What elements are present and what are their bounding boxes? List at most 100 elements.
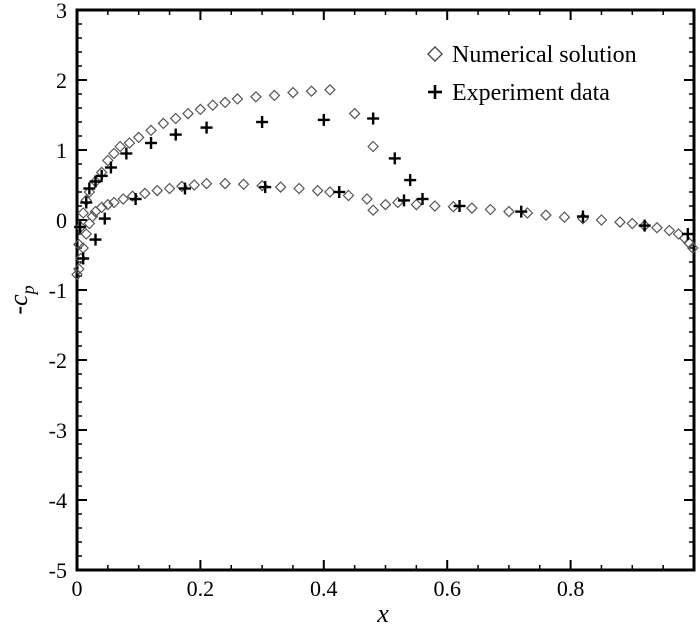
experiment-point [317, 113, 330, 126]
numerical-point [169, 112, 182, 125]
numerical-point [293, 182, 305, 195]
numerical-point [361, 193, 373, 205]
numerical-point [219, 177, 231, 190]
y-axis-title: -cp [4, 285, 38, 314]
numerical-point [182, 107, 194, 120]
numerical-point [108, 147, 120, 160]
numerical-point [102, 154, 114, 167]
numerical-point [80, 228, 93, 240]
numerical-point [348, 107, 361, 120]
numerical-point [157, 117, 170, 130]
numerical-point [73, 238, 85, 251]
experiment-point [178, 182, 191, 195]
numerical-point [95, 201, 108, 214]
experiment-point [404, 174, 417, 187]
y-tick-label: 3 [56, 0, 67, 23]
y-tick-label: 0 [56, 208, 67, 233]
numerical-point [311, 184, 324, 197]
y-tick-label: -2 [49, 348, 67, 373]
numerical-point [83, 186, 96, 198]
numerical-point [626, 217, 639, 230]
numerical-point [367, 140, 380, 153]
numerical-point [379, 198, 392, 211]
experiment-point [453, 200, 466, 212]
y-tick-label: -4 [49, 488, 67, 513]
y-tick-label: 2 [56, 68, 67, 93]
y-axis-title-main: -c [4, 294, 33, 315]
legend-label-experiment: Experiment data [452, 80, 610, 106]
y-axis: -5 -4 -3 -2 -1 0 1 2 3 [49, 0, 694, 583]
experiment-point [89, 175, 102, 188]
numerical-point [219, 96, 231, 109]
numerical-point [305, 85, 318, 98]
numerical-point [342, 189, 355, 202]
numerical-point [651, 221, 663, 234]
experiment-point [80, 196, 93, 209]
experiment-point [89, 233, 102, 246]
svg-text:-cp: -cp [4, 285, 38, 314]
y-tick-label: -3 [49, 418, 67, 443]
numerical-point [429, 200, 441, 212]
numerical-point [145, 124, 157, 137]
numerical-point [686, 242, 699, 254]
numerical-point [410, 198, 423, 211]
numerical-point [324, 186, 336, 198]
numerical-point [77, 207, 90, 219]
numerical-point [558, 211, 571, 224]
experiment-point [256, 116, 269, 128]
experiment-point [333, 186, 346, 198]
numerical-point [114, 140, 127, 153]
numerical-point [274, 181, 287, 193]
legend-marker-numerical [427, 46, 443, 62]
experiment-point [259, 181, 272, 194]
x-tick-label: 0.4 [310, 576, 338, 601]
numerical-point [683, 237, 695, 249]
x-tick-label: 0 [72, 576, 83, 601]
numerical-point [503, 205, 515, 218]
numerical-point [466, 202, 478, 214]
numerical-point [663, 224, 676, 237]
numerical-point [151, 184, 164, 197]
experiment-point [200, 121, 213, 134]
numerical-point [672, 228, 685, 240]
experiment-point [638, 219, 651, 232]
experiment-point [120, 147, 133, 160]
numerical-point [108, 196, 120, 209]
plot-area [71, 83, 699, 281]
experiment-point [681, 228, 694, 240]
experiment-point [388, 152, 401, 165]
y-axis-title-subscript: p [18, 285, 38, 296]
x-tick-label: 0.6 [433, 576, 461, 601]
numerical-point [86, 210, 99, 223]
experiment-point [104, 161, 117, 174]
numerical-point [521, 207, 534, 219]
experiment-point [74, 221, 87, 233]
numerical-point [231, 93, 244, 105]
numerical-point [540, 209, 552, 221]
numerical-point [595, 214, 608, 226]
numerical-point [250, 90, 262, 103]
numerical-point [614, 216, 626, 228]
numerical-point [73, 263, 85, 275]
experiment-point [77, 252, 90, 265]
numerical-point [367, 204, 380, 217]
numerical-point [484, 203, 497, 216]
x-tick-label: 0.8 [557, 576, 585, 601]
experiment-point [515, 205, 528, 218]
experiment-point [416, 193, 429, 205]
experiment-point [576, 210, 589, 223]
y-tick-label: -5 [49, 558, 67, 583]
x-axis-title: x [376, 599, 389, 627]
experiment-point [129, 193, 142, 205]
numerical-point [287, 86, 299, 99]
numerical-point [237, 178, 250, 191]
experiment-point [83, 182, 96, 195]
numerical-point [268, 89, 281, 102]
experiment-point [398, 194, 411, 207]
numerical-point [117, 193, 130, 205]
numerical-point [200, 177, 213, 190]
numerical-point [139, 187, 151, 200]
y-tick-label: 1 [56, 138, 67, 163]
experiment-point [95, 169, 108, 182]
